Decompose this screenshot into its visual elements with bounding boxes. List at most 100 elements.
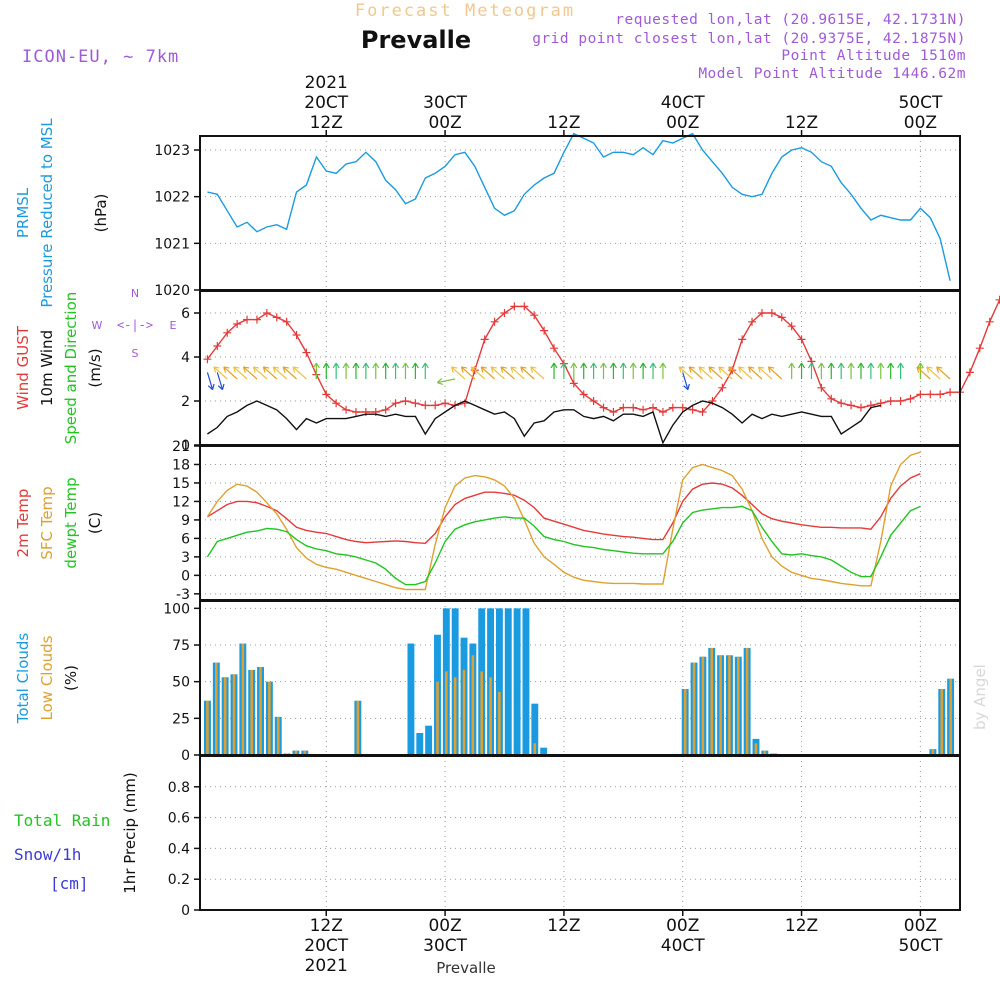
wind-arrow xyxy=(392,362,400,379)
wind-arrow-head xyxy=(678,366,686,373)
gust-marker xyxy=(421,401,430,410)
panel-frame xyxy=(199,445,961,601)
wind-arrow-head xyxy=(897,362,905,369)
point-altitude: Point Altitude 1510m xyxy=(781,48,966,64)
series-line-wind-gust xyxy=(206,298,1000,413)
cloud-bar-low xyxy=(931,749,935,755)
wind-arrow-shaft xyxy=(262,366,278,380)
y-tick-label: 1020 xyxy=(154,283,190,299)
credit-watermark: by Angel xyxy=(971,664,989,730)
cloud-bar-low xyxy=(259,667,262,755)
wind-arrow-head xyxy=(857,362,865,369)
y-tick-label: 6 xyxy=(181,531,190,547)
cloud-bar-low xyxy=(498,691,501,755)
cloud-bar-total xyxy=(407,643,415,755)
wind-arrow-shaft xyxy=(530,366,545,380)
wind-arrow-head xyxy=(510,366,517,373)
cloud-bar-low xyxy=(940,689,944,755)
wind-arrow-head xyxy=(817,362,825,369)
wind-arrow xyxy=(708,366,723,380)
gust-marker xyxy=(490,317,499,326)
y-tick-label: 0 xyxy=(181,568,190,584)
cloud-bar-low xyxy=(215,662,218,755)
wind-arrow-head xyxy=(421,362,429,369)
gust-marker xyxy=(223,328,232,337)
wind-arrow xyxy=(718,366,733,380)
wind-arrow-head xyxy=(480,366,488,373)
y-tick-label: 1023 xyxy=(154,143,190,159)
y-axis-label: dewpt Temp xyxy=(62,477,80,568)
wind-arrow-head xyxy=(659,362,667,369)
series-line-2m-temp xyxy=(207,473,921,545)
y-tick-label: 12 xyxy=(172,494,190,510)
wind-arrow-shaft xyxy=(282,366,297,380)
wind-arrow-shaft xyxy=(698,366,713,380)
wind-arrow-shaft xyxy=(520,366,535,380)
wind-arrow xyxy=(362,362,370,379)
cloud-bar-low xyxy=(436,681,439,755)
cloud-bar-total xyxy=(531,703,539,755)
top-time-label: 00Z xyxy=(904,113,937,133)
gust-marker xyxy=(916,390,925,399)
cloud-bar-low xyxy=(445,671,448,755)
y-tick-label: -3 xyxy=(176,587,190,603)
gust-marker xyxy=(886,397,895,405)
wind-arrow-head xyxy=(767,366,775,373)
wind-arrow-head xyxy=(490,366,497,373)
compass-e: E xyxy=(170,319,177,332)
model-label: ICON-EU, ~ 7km xyxy=(22,47,179,67)
wind-arrow-head xyxy=(520,366,527,373)
wind-arrow xyxy=(560,362,568,379)
wind-arrow-head xyxy=(450,366,458,373)
wind-arrow-head xyxy=(639,362,647,369)
gust-marker xyxy=(282,317,291,326)
wind-arrow xyxy=(590,362,598,379)
wind-arrow xyxy=(897,362,905,379)
gust-marker xyxy=(757,309,766,317)
requested-coords: requested lon,lat (20.9615E, 42.1731N) xyxy=(615,12,966,28)
y-axis-label: (m/s) xyxy=(86,348,104,387)
y-tick-label: 3 xyxy=(181,550,190,566)
wind-arrow-head xyxy=(213,366,220,373)
wind-arrow xyxy=(242,366,258,380)
wind-arrow xyxy=(550,362,558,379)
y-axis-label: PRMSL xyxy=(14,187,32,238)
bottom-time-label: 20CT xyxy=(304,936,349,956)
wind-arrow-head xyxy=(436,378,444,386)
wind-arrow xyxy=(352,362,360,379)
panel-clouds: 0 25 50 75 100 Total Clouds Low Clouds (%) xyxy=(14,600,961,764)
compass-w: W xyxy=(92,319,103,332)
y-tick-label: 25 xyxy=(172,711,190,727)
wind-arrow xyxy=(659,362,667,379)
gust-marker xyxy=(946,388,955,397)
gust-marker xyxy=(243,315,252,324)
wind-arrow xyxy=(798,362,806,379)
y-axis-label: Total Clouds xyxy=(14,633,32,725)
wind-arrow-head xyxy=(570,362,578,369)
gust-marker xyxy=(767,309,776,317)
cloud-bar-low xyxy=(250,669,253,755)
wind-arrow-head xyxy=(580,362,588,369)
wind-arrow xyxy=(252,366,268,380)
gust-marker xyxy=(233,320,242,328)
y-tick-label: 1021 xyxy=(154,236,190,252)
cloud-bar-low xyxy=(462,669,466,755)
cloud-bar-low xyxy=(949,678,952,755)
wind-arrow xyxy=(580,362,588,379)
cloud-bar-low xyxy=(303,750,307,755)
series-line-sfc-temp xyxy=(206,451,921,591)
wind-arrow-head xyxy=(292,366,299,373)
panel-wind: 0 2 4 6 Wind GUST 10m Wind Speed and Direction… xyxy=(14,287,1000,454)
y-tick-label: 2 xyxy=(181,394,190,410)
wind-arrow xyxy=(450,366,466,380)
footer-station: Prevalle xyxy=(436,959,495,977)
bottom-time-label: 00Z xyxy=(904,916,937,936)
panel-pressure: 1020 1021 1022 1023 PRMSL Pressure Reduced to… xyxy=(14,118,961,308)
gust-marker xyxy=(926,390,935,399)
wind-arrow-shaft xyxy=(243,366,258,380)
gust-marker xyxy=(856,403,865,412)
y-tick-label: 0 xyxy=(181,748,190,764)
wind-arrow-shaft xyxy=(936,366,951,380)
cloud-bar-low xyxy=(206,700,209,755)
y-tick-label: 0 xyxy=(181,438,190,454)
